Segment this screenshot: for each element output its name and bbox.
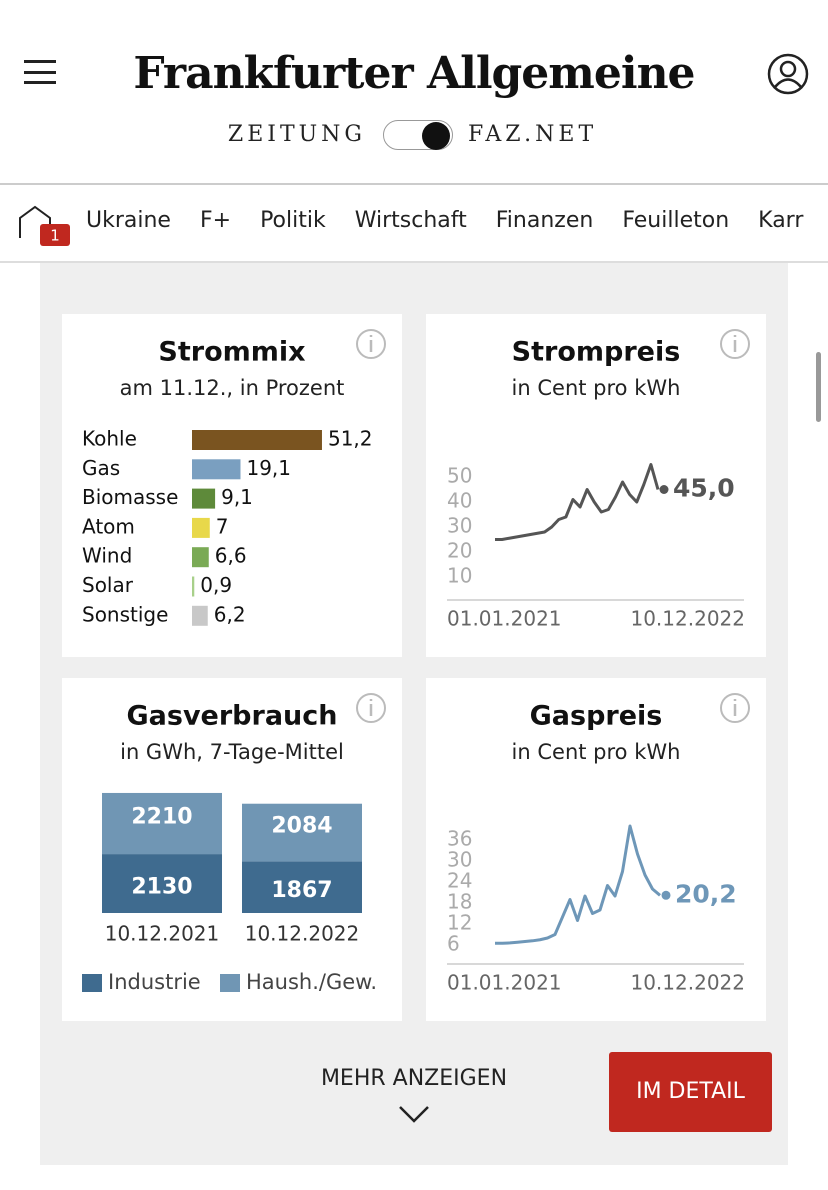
x-tick-label: 01.01.2021 <box>447 607 562 631</box>
info-icon[interactable] <box>356 329 386 359</box>
chart-subtitle: in Cent pro kWh <box>512 740 681 764</box>
bar-segment <box>242 803 362 862</box>
nav-item[interactable]: Karr <box>758 208 804 233</box>
bar-segment <box>102 792 222 855</box>
y-tick-label: 30 <box>447 514 472 538</box>
home-icon[interactable]: 1 <box>18 204 74 248</box>
bar <box>192 547 209 568</box>
info-icon[interactable] <box>356 693 386 723</box>
value-label: 6,6 <box>215 544 247 568</box>
bar <box>192 605 208 626</box>
chevron[interactable] <box>398 1104 430 1124</box>
x-tick-label: 10.12.2022 <box>245 922 360 946</box>
segment-label: 2210 <box>131 805 192 830</box>
info-icon[interactable] <box>720 329 750 359</box>
segment-label: 2130 <box>131 875 192 900</box>
value-label: 45,0 <box>673 474 735 503</box>
chart-subtitle: am 11.12., in Prozent <box>120 376 345 400</box>
x-tick-label: 01.01.2021 <box>447 971 562 995</box>
bar <box>192 576 195 597</box>
y-tick-label: 24 <box>447 869 472 893</box>
y-tick-label: 18 <box>447 890 472 914</box>
value-label: 0,9 <box>200 573 232 597</box>
legend-label: Haush./Gew. <box>246 970 377 994</box>
nav: Ukraine F+ Politik Wirtschaft Finanzen Feuill… <box>86 208 828 233</box>
legend-swatch <box>220 974 240 992</box>
value-label: 19,1 <box>246 456 291 480</box>
toggle[interactable] <box>383 120 453 150</box>
bar <box>192 459 241 480</box>
nav-item[interactable]: Ukraine <box>86 208 171 233</box>
category-label: Biomasse <box>82 485 178 509</box>
value-label: 20,2 <box>675 879 737 908</box>
divider <box>0 183 828 185</box>
y-tick-label: 12 <box>447 911 472 935</box>
nav-item[interactable]: Finanzen <box>495 208 594 233</box>
value-label: 51,2 <box>328 427 373 451</box>
scrollbar <box>816 352 821 422</box>
category-label: Wind <box>82 544 132 568</box>
x-tick-label: 10.12.2022 <box>630 971 745 995</box>
y-tick-label: 20 <box>447 539 472 563</box>
segment-label: 1867 <box>271 878 332 903</box>
segment-label: 2084 <box>271 814 332 839</box>
value-label: 6,2 <box>214 602 246 626</box>
end-dot <box>659 485 669 494</box>
line <box>495 824 661 945</box>
toggle-left[interactable]: ZEITUNG <box>227 122 366 147</box>
badge: 1 <box>50 227 60 245</box>
bar <box>192 517 210 538</box>
toggle-right[interactable]: FAZ.NET <box>468 122 598 147</box>
chart-title: Gaspreis <box>530 701 663 732</box>
y-tick-label: 30 <box>447 848 472 872</box>
more-button[interactable]: MEHR ANZEIGEN <box>320 1066 508 1091</box>
chart-title: Gasverbrauch <box>127 701 338 732</box>
chart-subtitle: in Cent pro kWh <box>512 376 681 400</box>
chart-title: Strompreis <box>512 337 681 368</box>
chart-subtitle: in GWh, 7-Tage-Mittel <box>120 740 344 764</box>
chart-card: Strommix am 11.12., in Prozent Kohle 51,2 Ga… <box>82 329 386 626</box>
y-tick-label: 40 <box>447 489 472 513</box>
y-tick-label: 36 <box>447 827 472 851</box>
detail-button[interactable]: IM DETAIL <box>609 1052 772 1132</box>
y-tick-label: 10 <box>447 564 472 588</box>
info-icon[interactable] <box>720 693 750 723</box>
value-label: 9,1 <box>221 485 253 509</box>
nav-item[interactable]: Politik <box>260 208 326 233</box>
legend-label: Industrie <box>108 970 201 994</box>
bar-segment <box>102 854 222 913</box>
y-tick-label: 6 <box>447 932 460 956</box>
bar <box>192 430 322 450</box>
category-label: Sonstige <box>82 602 168 626</box>
bar-segment <box>242 861 362 913</box>
chart-title: Strommix <box>158 337 305 368</box>
nav-item[interactable]: Feuilleton <box>622 208 730 233</box>
nav-item[interactable]: F+ <box>199 208 232 233</box>
nav-border <box>0 261 828 263</box>
category-label: Solar <box>82 573 134 597</box>
account-icon[interactable] <box>766 52 810 96</box>
menu-button[interactable] <box>24 60 56 84</box>
nav-item[interactable]: Wirtschaft <box>354 208 467 233</box>
y-tick-label: 50 <box>447 464 472 488</box>
logo[interactable]: Frankfurter Allgemeine <box>133 48 695 99</box>
category-label: Atom <box>82 514 135 538</box>
category-label: Kohle <box>82 427 137 451</box>
end-dot <box>661 890 671 900</box>
category-label: Gas <box>82 456 120 480</box>
bar <box>192 488 216 509</box>
legend-swatch <box>82 974 102 992</box>
x-tick-label: 10.12.2022 <box>630 607 745 631</box>
chart-card: Gasverbrauch in GWh, 7-Tage-Mittel 2130 221… <box>82 693 386 994</box>
line <box>495 463 660 541</box>
x-tick-label: 10.12.2021 <box>105 922 220 946</box>
value-label: 7 <box>216 514 229 538</box>
